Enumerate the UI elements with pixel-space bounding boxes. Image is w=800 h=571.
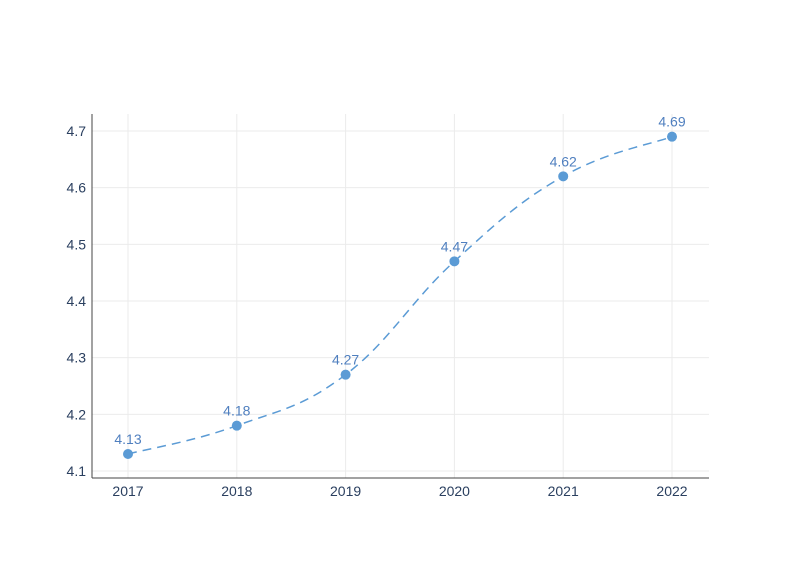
data-point bbox=[558, 171, 569, 182]
data-point bbox=[449, 256, 460, 267]
x-tick-labels: 2017 2018 2019 2020 2021 2022 bbox=[112, 483, 687, 499]
x-tick-label: 2022 bbox=[656, 483, 687, 499]
y-tick-label: 4.3 bbox=[67, 350, 87, 366]
y-tick-label: 4.6 bbox=[67, 180, 87, 196]
data-label: 4.13 bbox=[114, 431, 141, 447]
series-line bbox=[127, 135, 673, 455]
x-tick-label: 2020 bbox=[439, 483, 470, 499]
data-label: 4.62 bbox=[550, 153, 577, 169]
y-tick-label: 4.4 bbox=[67, 293, 87, 309]
y-tick-label: 4.7 bbox=[67, 123, 87, 139]
x-tick-label: 2017 bbox=[112, 483, 143, 499]
y-tick-label: 4.1 bbox=[67, 463, 87, 479]
data-label: 4.27 bbox=[332, 352, 359, 368]
y-tick-label: 4.5 bbox=[67, 236, 87, 252]
data-label: 4.69 bbox=[658, 114, 685, 130]
x-tick-label: 2018 bbox=[221, 483, 252, 499]
series-line-group bbox=[127, 135, 673, 455]
data-point bbox=[667, 131, 677, 142]
grid-lines bbox=[92, 114, 709, 478]
series-markers bbox=[123, 131, 677, 459]
data-labels: 4.13 4.18 4.27 4.47 4.62 4.69 bbox=[114, 114, 685, 447]
y-tick-labels: 4.1 4.2 4.3 4.4 4.5 4.6 4.7 bbox=[67, 123, 87, 479]
y-tick-label: 4.2 bbox=[67, 406, 87, 422]
data-label: 4.18 bbox=[223, 403, 250, 419]
data-point bbox=[123, 449, 133, 459]
axes bbox=[91, 114, 709, 479]
x-tick-label: 2021 bbox=[548, 483, 579, 499]
data-point bbox=[340, 369, 351, 380]
data-label: 4.47 bbox=[441, 238, 468, 254]
x-tick-label: 2019 bbox=[330, 483, 361, 499]
data-point bbox=[231, 420, 242, 431]
